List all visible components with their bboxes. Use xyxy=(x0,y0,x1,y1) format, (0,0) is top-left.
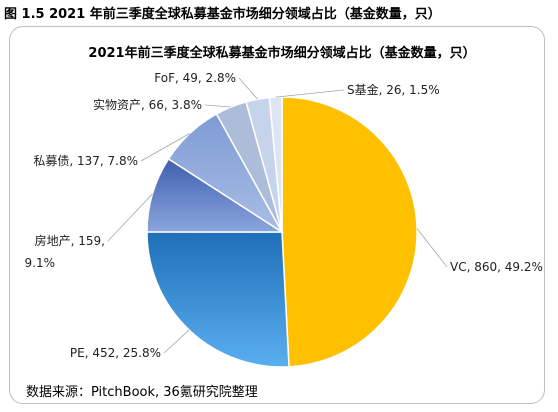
leader-line-1 xyxy=(416,228,448,268)
leader-line-4 xyxy=(140,133,190,162)
pie-slice-7 xyxy=(268,96,283,233)
slice-label-6: FoF, 49, 2.8% xyxy=(154,71,236,85)
leader-line-6 xyxy=(238,77,258,100)
source-note: 数据来源：PitchBook, 36氪研究院整理 xyxy=(26,385,258,400)
pie-slice-2 xyxy=(146,231,290,368)
figure-caption: 图 1.5 2021 年前三季度全球私募基金市场细分领域占比（基金数量，只） xyxy=(4,7,441,22)
slice-label-3: 房地产, 159, 9.1% xyxy=(25,233,106,270)
leader-line-2 xyxy=(163,329,190,354)
chart-title: 2021年前三季度全球私募基金市场细分领域占比（基金数量，只） xyxy=(88,45,475,61)
slice-label-1: VC, 860, 49.2% xyxy=(450,260,543,274)
leader-line-3 xyxy=(107,193,153,242)
slice-label-2: PE, 452, 25.8% xyxy=(70,346,161,360)
slice-label-5: 实物资产, 66, 3.8% xyxy=(93,97,202,112)
leader-line-5 xyxy=(204,104,231,108)
leader-line-7 xyxy=(275,89,345,98)
pie-slice-1 xyxy=(281,96,418,368)
slice-label-4: 私募债, 137, 7.8% xyxy=(33,154,138,168)
slice-label-7: S基金, 26, 1.5% xyxy=(347,82,440,97)
